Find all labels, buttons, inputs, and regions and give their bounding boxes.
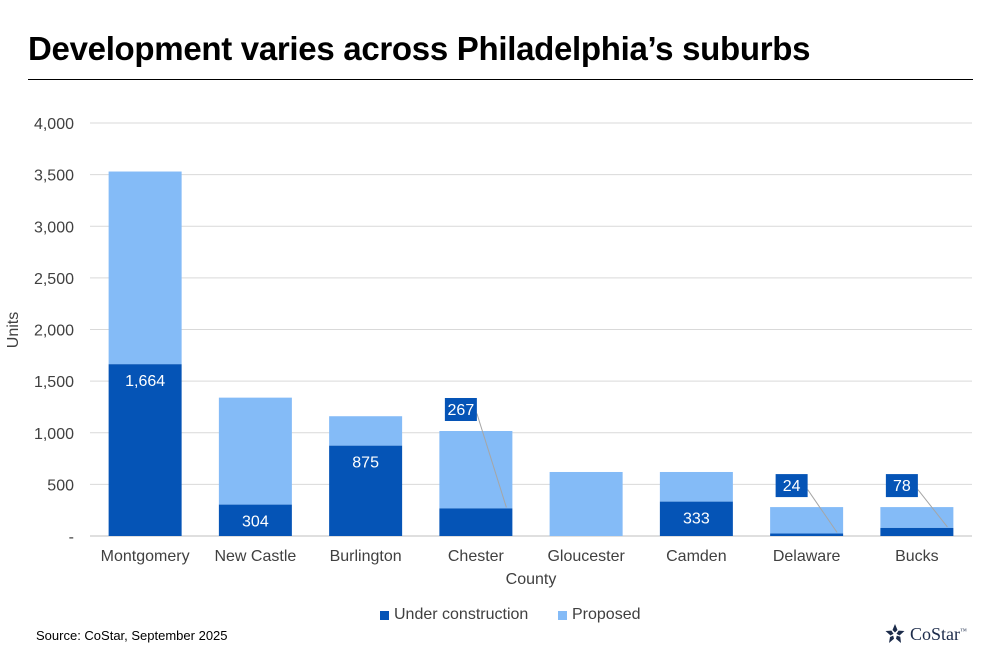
costar-logo: CoStar™ — [884, 623, 967, 645]
x-axis-label: County — [506, 571, 557, 588]
legend-item-under-construction: Under construction — [380, 606, 528, 624]
y-axis-ticks: - 500 1,000 1,500 2,000 2,500 3,000 3,500 4,000 — [34, 116, 74, 546]
data-label-box — [885, 474, 918, 498]
legend-swatch-under-construction — [380, 610, 389, 620]
y-tick-label: 3,500 — [34, 168, 74, 185]
source-note: Source: CoStar, September 2025 — [36, 628, 228, 643]
legend-label-under-construction: Under construction — [394, 606, 529, 623]
x-tick-label: Camden — [666, 548, 726, 565]
x-tick-label: Burlington — [330, 548, 402, 565]
bar-under-construction — [108, 364, 182, 536]
bar-proposed — [439, 430, 513, 509]
data-label: 304 — [242, 514, 269, 531]
data-label: 24 — [783, 478, 801, 495]
bars — [108, 171, 954, 536]
logo-trademark: ™ — [960, 626, 967, 635]
y-tick-label: 1,000 — [34, 426, 74, 443]
title-divider — [28, 79, 973, 80]
bar-proposed — [108, 171, 182, 365]
x-tick-label: Delaware — [773, 548, 841, 565]
y-tick-label: 4,000 — [34, 116, 74, 133]
bar-proposed — [549, 471, 623, 536]
y-tick-label: 3,000 — [34, 219, 74, 236]
bar-proposed — [659, 471, 733, 502]
bar-proposed — [880, 507, 954, 528]
legend-label-proposed: Proposed — [572, 606, 641, 623]
x-axis-ticks: Montgomery New Castle Burlington Chester Glo… — [101, 548, 939, 565]
legend-item-proposed: Proposed — [558, 606, 641, 624]
chart-title: Development varies across Philadelphia’s… — [28, 30, 811, 67]
data-label-leader — [476, 413, 507, 508]
bar-under-construction — [659, 501, 733, 536]
costar-star-icon — [885, 624, 905, 643]
y-tick-label: 1,500 — [34, 374, 74, 391]
x-tick-label: Gloucester — [547, 548, 625, 565]
bar-under-construction — [770, 533, 844, 536]
y-axis-label: Units — [5, 312, 22, 348]
data-labels: 1,664 304 875 267 333 24 78 — [125, 373, 948, 533]
bar-under-construction — [439, 508, 513, 536]
data-label: 78 — [893, 478, 911, 495]
data-label: 333 — [683, 511, 710, 528]
costar-logo-text: CoStar™ — [910, 624, 967, 645]
bar-proposed — [218, 397, 292, 505]
bar-proposed — [770, 507, 844, 534]
data-label: 875 — [352, 455, 379, 472]
data-label-leader — [917, 489, 948, 528]
x-tick-label: Bucks — [895, 548, 939, 565]
bar-under-construction — [329, 445, 403, 536]
bar-under-construction — [880, 527, 954, 536]
x-tick-label: New Castle — [214, 548, 296, 565]
data-label: 1,664 — [125, 373, 165, 390]
logo-wordmark: CoStar — [910, 623, 961, 644]
y-tick-label: - — [69, 529, 74, 546]
x-tick-label: Montgomery — [101, 548, 190, 565]
data-label-box — [775, 474, 808, 498]
legend: Under construction Proposed — [0, 606, 1000, 628]
data-label: 267 — [448, 402, 475, 419]
bar-proposed — [329, 416, 403, 446]
y-tick-label: 2,000 — [34, 323, 74, 340]
data-label-box — [444, 397, 477, 421]
stacked-bar-chart: -5001,0001,5002,0002,5003,0003,5004,000 … — [5, 116, 972, 588]
y-tick-label: 500 — [47, 477, 74, 494]
y-tick-label: 2,500 — [34, 271, 74, 288]
legend-swatch-proposed — [558, 610, 567, 620]
x-tick-label: Chester — [448, 548, 505, 565]
bar-under-construction — [218, 504, 292, 536]
data-label-leader — [807, 489, 838, 533]
